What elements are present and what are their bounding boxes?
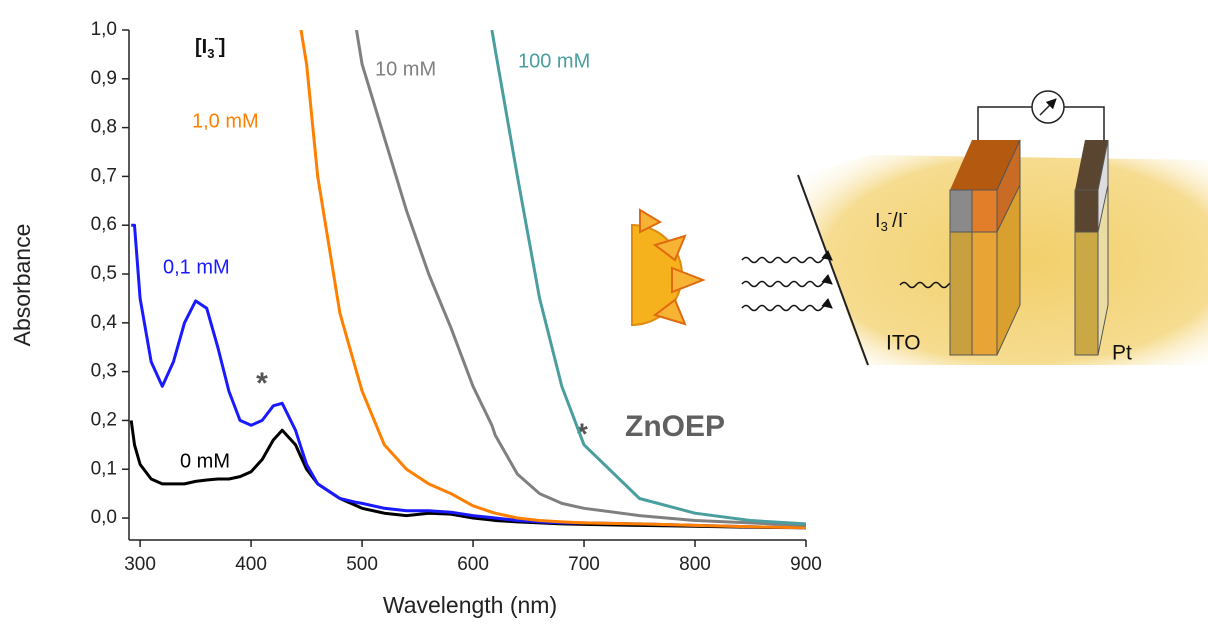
y-axis-title: Absorbance bbox=[9, 224, 35, 347]
electrolyte-label: I3-/I- bbox=[875, 205, 908, 234]
ito-electrode bbox=[949, 139, 1021, 356]
series-label: 1,0 mM bbox=[192, 110, 259, 132]
y-tick-label: 0,8 bbox=[91, 117, 117, 138]
series-label: 100 mM bbox=[518, 50, 590, 72]
annotation: ZnOEP bbox=[625, 410, 725, 443]
x-tick-label: 600 bbox=[457, 554, 489, 575]
y-tick-label: 0,0 bbox=[91, 507, 117, 528]
x-tick-label: 400 bbox=[235, 554, 267, 575]
x-tick-label: 300 bbox=[124, 554, 156, 575]
series-line bbox=[131, 223, 806, 530]
legend-title: [I3-] bbox=[195, 30, 225, 61]
series-label: 0,1 mM bbox=[163, 256, 230, 278]
x-tick-label: 700 bbox=[568, 554, 600, 575]
annotation: * bbox=[256, 367, 268, 400]
y-tick-label: 0,6 bbox=[91, 214, 117, 235]
y-tick-label: 1,0 bbox=[91, 19, 117, 40]
pt-label: Pt bbox=[1112, 342, 1132, 365]
ito-label: ITO bbox=[886, 332, 921, 355]
plot-area bbox=[129, 30, 806, 530]
y-tick-label: 0,3 bbox=[91, 361, 117, 382]
series-line bbox=[299, 30, 806, 530]
sun bbox=[631, 208, 706, 327]
series-line bbox=[355, 30, 806, 527]
x-axis-title: Wavelength (nm) bbox=[383, 592, 557, 618]
x-tick-label: 800 bbox=[679, 554, 711, 575]
pt-electrode bbox=[1074, 139, 1109, 356]
y-tick-label: 0,5 bbox=[91, 263, 117, 284]
series-line bbox=[490, 30, 806, 526]
series-label: 10 mM bbox=[375, 58, 436, 80]
annotation: * bbox=[576, 418, 588, 451]
x-tick-label: 900 bbox=[790, 554, 822, 575]
window bbox=[797, 174, 869, 366]
y-tick-label: 0,7 bbox=[91, 165, 117, 186]
series-label: 0 mM bbox=[180, 450, 230, 472]
cell-diagram: I3-/I- ITO Pt bbox=[631, 90, 1208, 366]
y-tick-label: 0,1 bbox=[91, 458, 117, 479]
light-waves bbox=[741, 249, 961, 312]
x-tick-label: 500 bbox=[346, 554, 378, 575]
y-tick-label: 0,9 bbox=[91, 68, 117, 89]
y-tick-label: 0,2 bbox=[91, 409, 117, 430]
y-tick-label: 0,4 bbox=[91, 312, 118, 333]
